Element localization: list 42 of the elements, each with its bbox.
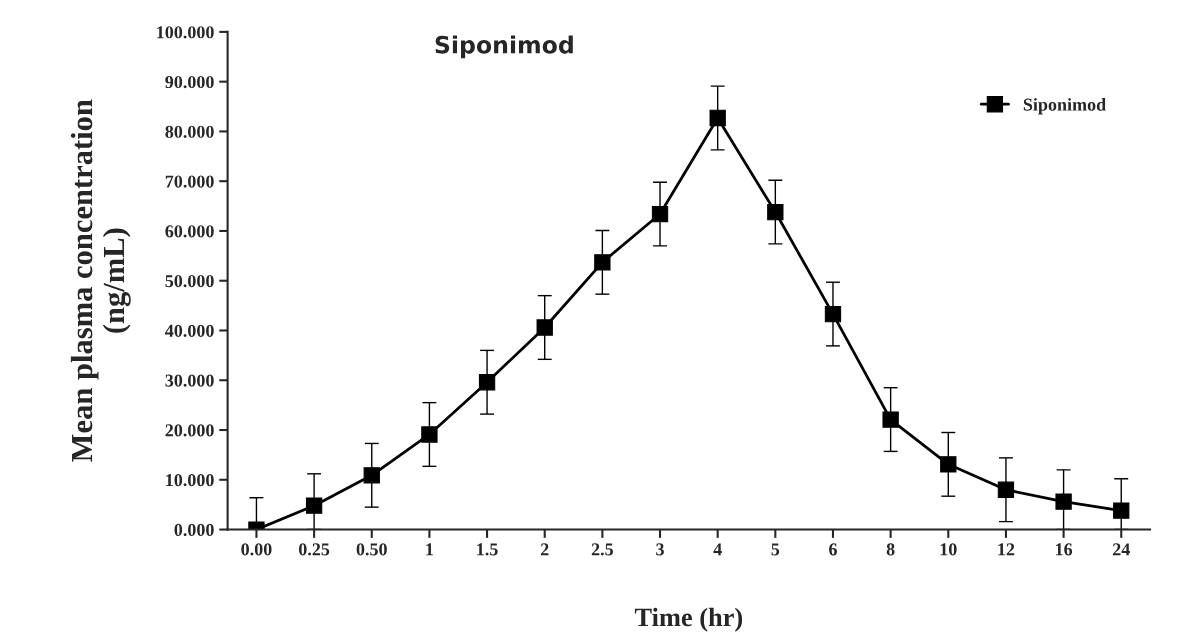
y-tick-label: 40.000 xyxy=(165,324,214,338)
y-tick-label: 80.000 xyxy=(165,125,214,138)
y-tick-label: 20.000 xyxy=(165,424,214,437)
y-tick-label: 60.000 xyxy=(165,225,214,238)
y-tick-label: 70.000 xyxy=(165,175,214,188)
y-axis-title: Mean plasma concentration (ng/mL) xyxy=(70,99,131,462)
x-axis-title: Time (hr) xyxy=(634,607,743,632)
point xyxy=(767,203,784,221)
point xyxy=(709,109,726,127)
chart-title: Siponimod xyxy=(435,35,573,59)
x-tick-label: 4 xyxy=(713,543,722,556)
legend-label: Siponimod xyxy=(1023,98,1106,115)
y-tick-label: 100.000 xyxy=(157,26,214,39)
y-tick-label: 50.000 xyxy=(165,274,214,288)
x-tick-label: 2 xyxy=(540,543,549,556)
y-tick-label: 30.000 xyxy=(165,374,214,387)
x-tick-label: 10 xyxy=(940,543,957,556)
x-tick-label: 0.50 xyxy=(356,543,387,556)
x-tick-label: 6 xyxy=(829,543,837,556)
point xyxy=(363,467,380,484)
y-tick-label: 10.000 xyxy=(166,474,214,487)
x-tick-label: 0.25 xyxy=(298,543,330,556)
x-tick-label: 12 xyxy=(998,543,1015,556)
y-tick-label: 0.000 xyxy=(174,523,214,537)
x-tick-label: 8 xyxy=(886,543,895,556)
x-tick-label: 0.00 xyxy=(241,543,272,556)
x-tick-label: 24 xyxy=(1112,543,1130,556)
x-tick-label: 1 xyxy=(426,543,433,556)
point xyxy=(594,254,611,271)
point xyxy=(882,411,899,428)
x-tick-label: 2.5 xyxy=(591,543,613,556)
point xyxy=(1055,493,1072,510)
x-tick-label: 1.5 xyxy=(477,543,498,556)
y-tick-label: 90.000 xyxy=(165,75,214,89)
point xyxy=(940,456,957,473)
point xyxy=(1113,502,1130,519)
x-tick-label: 5 xyxy=(771,543,780,556)
x-tick-label: 16 xyxy=(1056,543,1073,556)
x-tick-label: 3 xyxy=(656,543,664,556)
point xyxy=(421,426,438,443)
point xyxy=(305,497,323,514)
point xyxy=(536,319,553,336)
